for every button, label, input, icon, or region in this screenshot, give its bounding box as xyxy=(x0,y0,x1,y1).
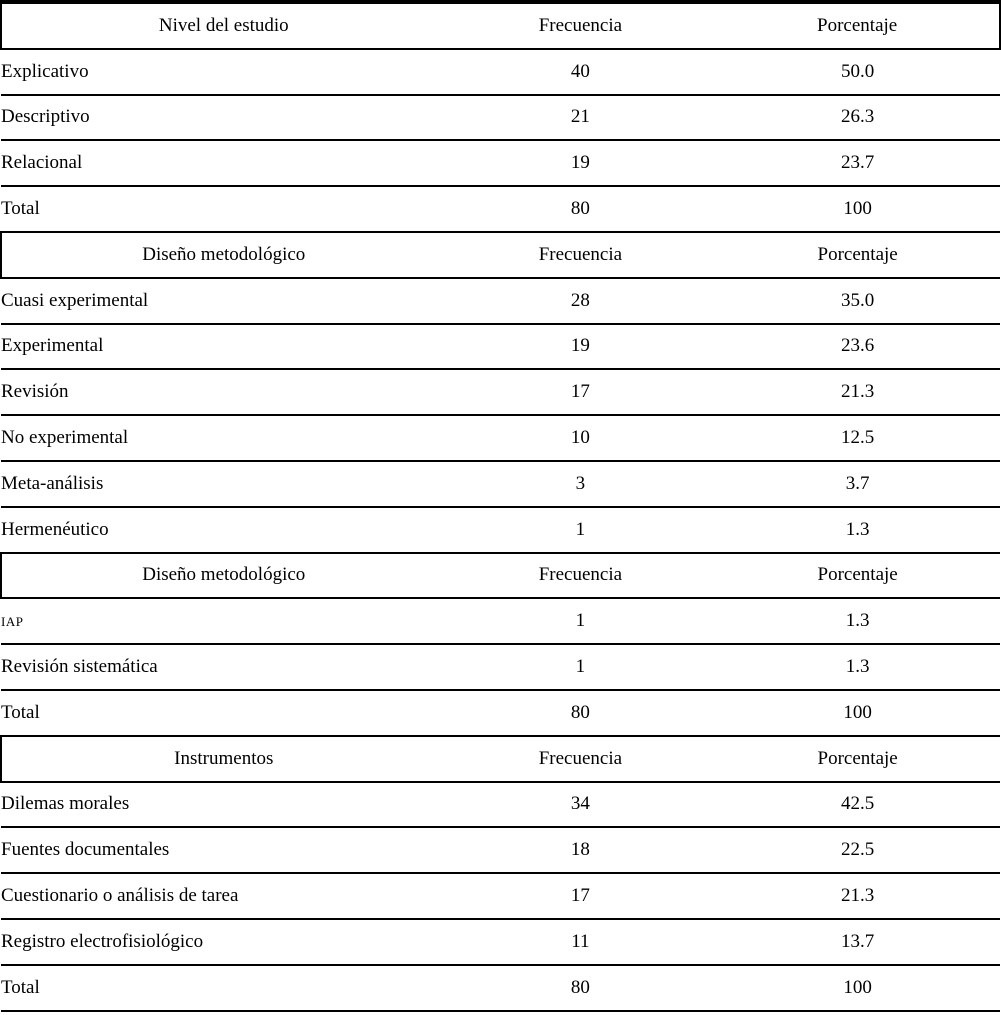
row-label: Fuentes documentales xyxy=(1,827,446,875)
section-title: Nivel del estudio xyxy=(0,2,446,50)
row-frecuencia: 80 xyxy=(445,964,716,1012)
row-porcentaje: 21.3 xyxy=(715,369,1000,417)
row-porcentaje: 35.0 xyxy=(715,277,1000,325)
row-frecuencia: 21 xyxy=(445,94,716,142)
table-row-total: Total 80 100 xyxy=(1,964,1000,1012)
row-label: Revisión sistemática xyxy=(1,644,446,691)
row-label: Total xyxy=(1,689,446,737)
row-frecuencia: 80 xyxy=(445,689,716,737)
row-label: IAP xyxy=(1,598,446,646)
table-row: Fuentes documentales 18 22.5 xyxy=(1,827,1000,875)
row-porcentaje: 26.3 xyxy=(715,94,1000,142)
table-row: Dilemas morales 34 42.5 xyxy=(1,781,1000,829)
row-frecuencia: 40 xyxy=(445,48,716,96)
row-porcentaje: 42.5 xyxy=(715,781,1000,829)
row-label: Meta-análisis xyxy=(1,460,446,508)
row-porcentaje: 1.3 xyxy=(715,598,1000,646)
column-header-frecuencia: Frecuencia xyxy=(445,735,716,783)
row-frecuencia: 1 xyxy=(445,506,716,554)
row-porcentaje: 23.7 xyxy=(715,140,1000,188)
section-header-row-diseno-metodologico-cont: Diseño metodológico Frecuencia Porcentaj… xyxy=(0,552,1000,600)
row-porcentaje: 1.3 xyxy=(715,644,1000,691)
row-label: Explicativo xyxy=(1,48,446,96)
row-frecuencia: 17 xyxy=(445,369,716,417)
table-row: Cuestionario o análisis de tarea 17 21.3 xyxy=(1,873,1000,920)
row-porcentaje: 23.6 xyxy=(715,323,1000,371)
column-header-frecuencia: Frecuencia xyxy=(445,2,716,50)
row-label: Cuasi experimental xyxy=(1,277,446,325)
table-row: IAP 1 1.3 xyxy=(1,598,1000,646)
row-porcentaje: 21.3 xyxy=(715,873,1000,920)
row-frecuencia: 10 xyxy=(445,415,716,462)
row-frecuencia: 1 xyxy=(445,644,716,691)
table-row: Meta-análisis 3 3.7 xyxy=(1,460,1000,508)
table-row: Explicativo 40 50.0 xyxy=(1,48,1000,96)
table-row: Revisión 17 21.3 xyxy=(1,369,1000,417)
row-label: Relacional xyxy=(1,140,446,188)
column-header-porcentaje: Porcentaje xyxy=(715,552,1000,600)
row-frecuencia: 11 xyxy=(445,918,716,966)
row-porcentaje: 50.0 xyxy=(715,48,1000,96)
table-row: Cuasi experimental 28 35.0 xyxy=(1,277,1000,325)
section-header-row-instrumentos: Instrumentos Frecuencia Porcentaje xyxy=(0,735,1000,783)
row-label: Cuestionario o análisis de tarea xyxy=(1,873,446,920)
row-label: Registro electrofisiológico xyxy=(1,918,446,966)
table-row: Revisión sistemática 1 1.3 xyxy=(1,644,1000,691)
row-frecuencia: 17 xyxy=(445,873,716,920)
column-header-porcentaje: Porcentaje xyxy=(715,2,1001,50)
row-frecuencia: 18 xyxy=(445,827,716,875)
row-porcentaje: 22.5 xyxy=(715,827,1000,875)
column-header-porcentaje: Porcentaje xyxy=(715,231,1000,279)
row-label: No experimental xyxy=(1,415,446,462)
row-porcentaje: 100 xyxy=(715,186,1000,233)
section-header-row-nivel-del-estudio: Nivel del estudio Frecuencia Porcentaje xyxy=(0,2,1001,50)
column-header-frecuencia: Frecuencia xyxy=(445,231,716,279)
table-row-total: Total 80 100 xyxy=(1,689,1000,737)
row-porcentaje: 3.7 xyxy=(715,460,1000,508)
row-frecuencia: 1 xyxy=(445,598,716,646)
row-frecuencia: 19 xyxy=(445,140,716,188)
row-porcentaje: 13.7 xyxy=(715,918,1000,966)
section-title: Instrumentos xyxy=(0,735,446,783)
section-header-row-diseno-metodologico: Diseño metodológico Frecuencia Porcentaj… xyxy=(0,231,1000,279)
row-label: Experimental xyxy=(1,323,446,371)
table-row: Experimental 19 23.6 xyxy=(1,323,1000,371)
column-header-frecuencia: Frecuencia xyxy=(445,552,716,600)
row-porcentaje: 12.5 xyxy=(715,415,1000,462)
row-frecuencia: 28 xyxy=(445,277,716,325)
table-row: Registro electrofisiológico 11 13.7 xyxy=(1,918,1000,966)
section-title: Diseño metodológico xyxy=(0,552,446,600)
row-porcentaje: 1.3 xyxy=(715,506,1000,554)
column-header-porcentaje: Porcentaje xyxy=(715,735,1000,783)
iap-small-caps-label: IAP xyxy=(1,614,24,630)
row-frecuencia: 19 xyxy=(445,323,716,371)
row-label: Dilemas morales xyxy=(1,781,446,829)
row-frecuencia: 34 xyxy=(445,781,716,829)
table-row: Descriptivo 21 26.3 xyxy=(1,94,1000,142)
table-row: Relacional 19 23.7 xyxy=(1,140,1000,188)
row-porcentaje: 100 xyxy=(715,689,1000,737)
row-label: Revisión xyxy=(1,369,446,417)
row-frecuencia: 80 xyxy=(445,186,716,233)
table-row: Hermenéutico 1 1.3 xyxy=(1,506,1000,554)
row-frecuencia: 3 xyxy=(445,460,716,508)
row-label: Descriptivo xyxy=(1,94,446,142)
row-label: Total xyxy=(1,964,446,1012)
row-label: Hermenéutico xyxy=(1,506,446,554)
row-porcentaje: 100 xyxy=(715,964,1000,1012)
row-label: Total xyxy=(1,186,446,233)
table-row-total: Total 80 100 xyxy=(1,186,1000,233)
section-title: Diseño metodológico xyxy=(0,231,446,279)
table-row: No experimental 10 12.5 xyxy=(1,415,1000,462)
